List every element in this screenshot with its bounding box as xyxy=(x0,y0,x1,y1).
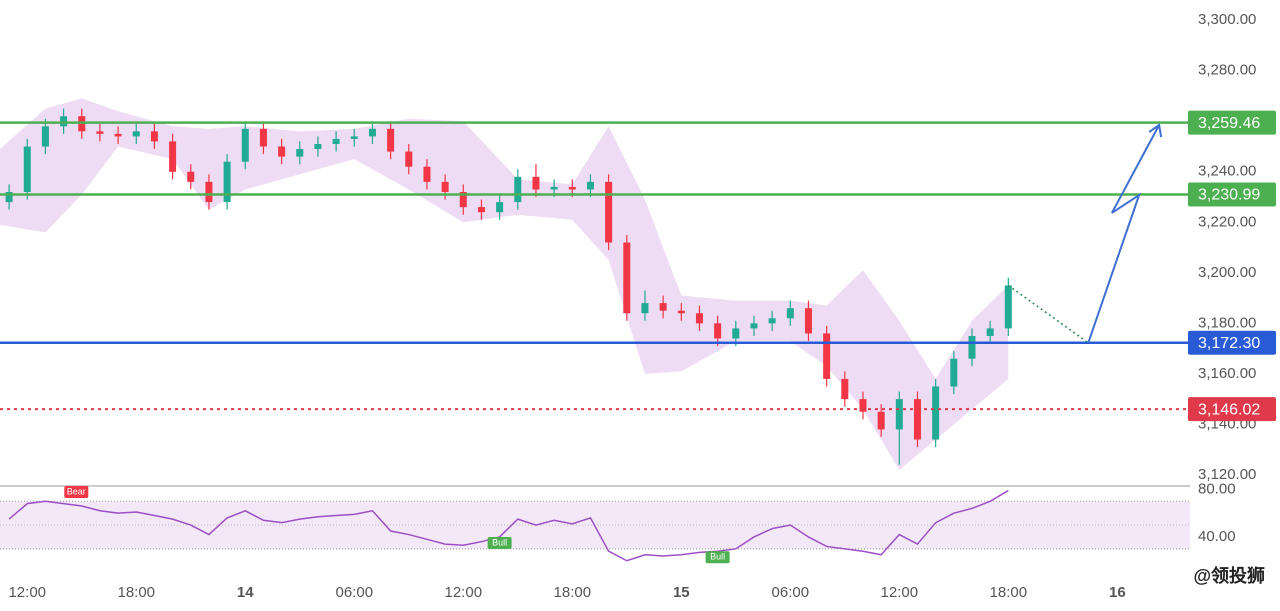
candle-body xyxy=(332,138,340,144)
signal-box xyxy=(487,536,512,549)
candle-body xyxy=(586,181,594,190)
candle-body xyxy=(259,128,267,147)
candle-body xyxy=(532,176,540,190)
candle-body xyxy=(241,128,249,162)
y-tick-label: 3,300.00 xyxy=(1198,11,1256,28)
x-tick-label: 12:00 xyxy=(881,584,919,601)
signal-label: Bear xyxy=(67,486,86,496)
candle-body xyxy=(768,318,776,324)
candle-body xyxy=(877,411,885,430)
rsi-line xyxy=(8,489,1009,562)
candle-body xyxy=(368,128,376,137)
candle-body xyxy=(968,335,976,359)
level-label: 3,230.99 xyxy=(1198,187,1260,204)
candle-body xyxy=(641,303,649,314)
level-label-box xyxy=(1188,110,1276,135)
watermark: @领投狮 xyxy=(1193,565,1265,586)
candle-body xyxy=(823,333,831,379)
candle-body xyxy=(405,151,413,167)
level-label-box xyxy=(1188,397,1276,422)
candle-body xyxy=(96,131,104,134)
candle-body xyxy=(932,386,940,440)
level-label: 3,146.02 xyxy=(1198,401,1260,418)
candle-body xyxy=(187,171,195,182)
candle-body xyxy=(786,308,794,319)
candle-body xyxy=(441,181,449,192)
x-tick-label: 15 xyxy=(673,584,690,601)
x-tick-label: 06:00 xyxy=(336,584,374,601)
candle-body xyxy=(459,191,467,208)
y-tick-label: 3,120.00 xyxy=(1198,466,1256,483)
x-tick-label: 18:00 xyxy=(990,584,1028,601)
y-tick-label: 3,280.00 xyxy=(1198,62,1256,79)
signal-label: Bull xyxy=(710,552,725,562)
projection-path xyxy=(1087,124,1160,344)
candle-body xyxy=(423,166,431,182)
candle-body xyxy=(550,186,558,190)
candle-body xyxy=(677,310,685,314)
candle-body xyxy=(169,141,177,172)
candle-body xyxy=(750,323,758,329)
level-label: 3,172.30 xyxy=(1198,335,1260,352)
candle-body xyxy=(605,181,613,243)
candle-body xyxy=(114,133,122,137)
y-tick-label: 3,180.00 xyxy=(1198,314,1256,331)
candle-body xyxy=(568,186,576,190)
signal-box xyxy=(705,551,730,564)
candle-body xyxy=(60,116,68,127)
candle-body xyxy=(895,399,903,430)
y-tick-label: 3,240.00 xyxy=(1198,163,1256,180)
y-tick-label: 3,200.00 xyxy=(1198,264,1256,281)
candle-body xyxy=(350,136,358,139)
candle-body xyxy=(1004,285,1012,329)
candle-body xyxy=(5,191,13,203)
level-label: 3,259.46 xyxy=(1198,115,1260,132)
signal-box xyxy=(64,486,89,499)
candle-body xyxy=(150,131,158,142)
candle-body xyxy=(223,161,231,203)
candle-body xyxy=(804,308,812,334)
candle-body xyxy=(859,399,867,412)
x-tick-label: 12:00 xyxy=(445,584,483,601)
candle-body xyxy=(986,328,994,336)
candle-body xyxy=(695,313,703,324)
x-tick-label: 18:00 xyxy=(117,584,155,601)
candle-body xyxy=(623,242,631,314)
x-tick-label: 18:00 xyxy=(554,584,592,601)
candle-body xyxy=(132,131,140,137)
candle-body xyxy=(23,146,31,192)
candle-body xyxy=(278,146,286,157)
y-tick-label: 3,220.00 xyxy=(1198,213,1256,230)
rsi-tick-label: 80.00 xyxy=(1198,480,1236,497)
x-tick-label: 12:00 xyxy=(8,584,46,601)
y-tick-label: 3,160.00 xyxy=(1198,365,1256,382)
candle-body xyxy=(659,303,667,311)
candle-body xyxy=(387,128,395,152)
candle-body xyxy=(296,149,304,157)
level-label-box xyxy=(1188,330,1276,355)
level-label-box xyxy=(1188,182,1276,207)
projection-dotted xyxy=(1007,284,1089,344)
rsi-tick-label: 40.00 xyxy=(1198,528,1236,545)
candle-body xyxy=(514,176,522,203)
projection-arrowhead xyxy=(1148,123,1163,138)
candle-body xyxy=(950,358,958,387)
candle-body xyxy=(314,143,322,150)
signal-label: Bull xyxy=(492,537,507,547)
x-tick-label: 06:00 xyxy=(772,584,810,601)
bollinger-band xyxy=(0,98,1009,470)
candle-body xyxy=(205,181,213,203)
x-tick-label: 14 xyxy=(237,584,254,601)
candle-body xyxy=(732,328,740,339)
candle-body xyxy=(477,207,485,213)
candle-body xyxy=(913,399,921,440)
x-tick-label: 16 xyxy=(1109,584,1126,601)
candle-body xyxy=(496,202,504,213)
candle-body xyxy=(41,126,49,147)
candle-body xyxy=(714,323,722,339)
candle-body xyxy=(841,378,849,400)
